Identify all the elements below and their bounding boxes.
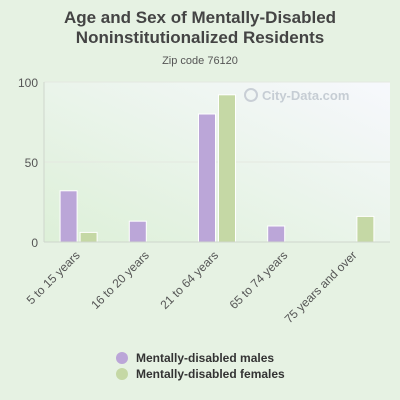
bar-females-4 xyxy=(356,215,375,243)
x-tick-label: 16 to 20 years xyxy=(88,248,152,312)
legend-item-females: Mentally-disabled females xyxy=(116,366,285,382)
legend-label-males: Mentally-disabled males xyxy=(136,351,275,365)
y-tick-label: 0 xyxy=(31,236,38,250)
chart-title: Age and Sex of Mentally-Disabled Noninst… xyxy=(63,8,337,47)
bar-males-0 xyxy=(59,190,78,243)
bar-females-2 xyxy=(218,94,236,243)
watermark-icon xyxy=(244,88,258,102)
legend-label-females: Mentally-disabled females xyxy=(136,367,285,381)
x-tick-label: 65 to 74 years xyxy=(227,248,291,312)
x-tick-label: 5 to 15 years xyxy=(24,248,83,307)
x-tick-label: 75 years and over xyxy=(282,248,360,326)
x-tick-label: 21 to 64 years xyxy=(157,248,221,312)
bar-males-1 xyxy=(128,220,147,243)
legend-swatch-females xyxy=(116,368,128,380)
y-tick-label: 100 xyxy=(18,76,38,90)
legend-item-males: Mentally-disabled males xyxy=(116,350,285,366)
watermark-text: City-Data.com xyxy=(262,88,349,103)
legend-swatch-males xyxy=(116,352,128,364)
legend: Mentally-disabled males Mentally-disable… xyxy=(116,350,285,382)
watermark: City-Data.com xyxy=(244,88,349,103)
bar-females-0 xyxy=(79,231,98,243)
bar-males-2 xyxy=(198,113,216,243)
y-tick-label: 50 xyxy=(25,156,39,170)
bar-males-3 xyxy=(267,225,286,243)
chart-subtitle: Zip code 76120 xyxy=(162,55,238,67)
